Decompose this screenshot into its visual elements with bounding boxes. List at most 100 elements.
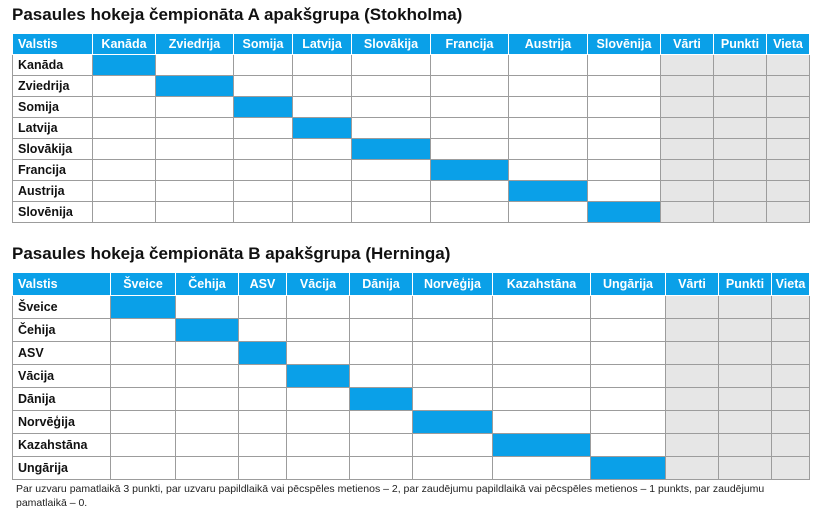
result-cell [238,433,287,457]
result-cell [508,138,588,160]
stat-cell [766,159,810,181]
result-cell [286,410,350,434]
result-cell [286,295,350,319]
result-cell [351,201,431,223]
row-team-name: Francija [12,159,93,181]
result-cell [175,410,239,434]
result-cell [492,410,591,434]
result-cell [175,341,239,365]
table-row: Slovēnija [12,201,810,223]
scoring-footnote: Par uzvaru pamatlaikā 3 punkti, par uzva… [16,483,765,509]
column-header-stat: Punkti [718,272,772,296]
self-match-cell [492,433,591,457]
result-cell [349,410,413,434]
stat-cell [766,75,810,97]
result-cell [590,387,666,411]
result-cell [351,159,431,181]
result-cell [155,201,234,223]
row-team-name: Slovēnija [12,201,93,223]
stat-cell [766,117,810,139]
table-row: ASV [12,341,810,365]
result-cell [587,75,661,97]
result-cell [430,54,509,76]
stat-cell [718,295,772,319]
result-cell [351,75,431,97]
result-cell [110,410,176,434]
stat-cell [771,410,810,434]
result-cell [492,318,591,342]
stat-cell [660,54,714,76]
stat-cell [766,54,810,76]
result-cell [155,54,234,76]
row-team-name: Kazahstāna [12,433,111,457]
stat-cell [660,138,714,160]
stat-cell [718,410,772,434]
row-team-name: Somija [12,96,93,118]
column-header-team: Kanāda [92,33,156,55]
column-header-team: Latvija [292,33,352,55]
table-row: Vācija [12,364,810,388]
result-cell [233,138,293,160]
result-cell [587,138,661,160]
stat-cell [718,364,772,388]
result-cell [175,364,239,388]
self-match-cell [238,341,287,365]
result-cell [233,75,293,97]
result-cell [508,117,588,139]
result-cell [587,180,661,202]
result-cell [590,318,666,342]
stat-cell [665,295,719,319]
table-row: Šveice [12,295,810,319]
result-cell [590,295,666,319]
stat-cell [665,341,719,365]
result-cell [110,318,176,342]
result-cell [508,201,588,223]
column-header-team: Austrija [508,33,588,55]
result-cell [590,341,666,365]
self-match-cell [175,318,239,342]
result-cell [412,387,493,411]
result-cell [92,117,156,139]
result-cell [587,117,661,139]
result-cell [492,295,591,319]
result-cell [587,96,661,118]
row-team-name: Latvija [12,117,93,139]
self-match-cell [351,138,431,160]
self-match-cell [292,117,352,139]
table-row: Kazahstāna [12,433,810,457]
self-match-cell [233,96,293,118]
result-cell [430,201,509,223]
column-header-stat: Vieta [766,33,810,55]
column-header-stat: Punkti [713,33,767,55]
result-cell [430,180,509,202]
result-cell [175,295,239,319]
stat-cell [665,410,719,434]
stat-cell [771,341,810,365]
column-header-team: Čehija [175,272,239,296]
group-a-title: Pasaules hokeja čempionāta A apakšgrupa … [12,5,463,24]
table-row: Norvēģija [12,410,810,434]
column-header-team: Ungārija [590,272,666,296]
self-match-cell [286,364,350,388]
result-cell [351,117,431,139]
self-match-cell [92,54,156,76]
result-cell [590,364,666,388]
result-cell [286,433,350,457]
stat-cell [766,138,810,160]
result-cell [233,201,293,223]
stat-cell [771,456,810,480]
stat-cell [713,75,767,97]
stat-cell [718,387,772,411]
stat-cell [766,96,810,118]
result-cell [292,138,352,160]
result-cell [412,364,493,388]
stat-cell [660,201,714,223]
self-match-cell [587,201,661,223]
result-cell [292,54,352,76]
result-cell [349,456,413,480]
stat-cell [665,433,719,457]
result-cell [155,96,234,118]
column-header-team: Kazahstāna [492,272,591,296]
row-team-name: Norvēģija [12,410,111,434]
result-cell [286,387,350,411]
